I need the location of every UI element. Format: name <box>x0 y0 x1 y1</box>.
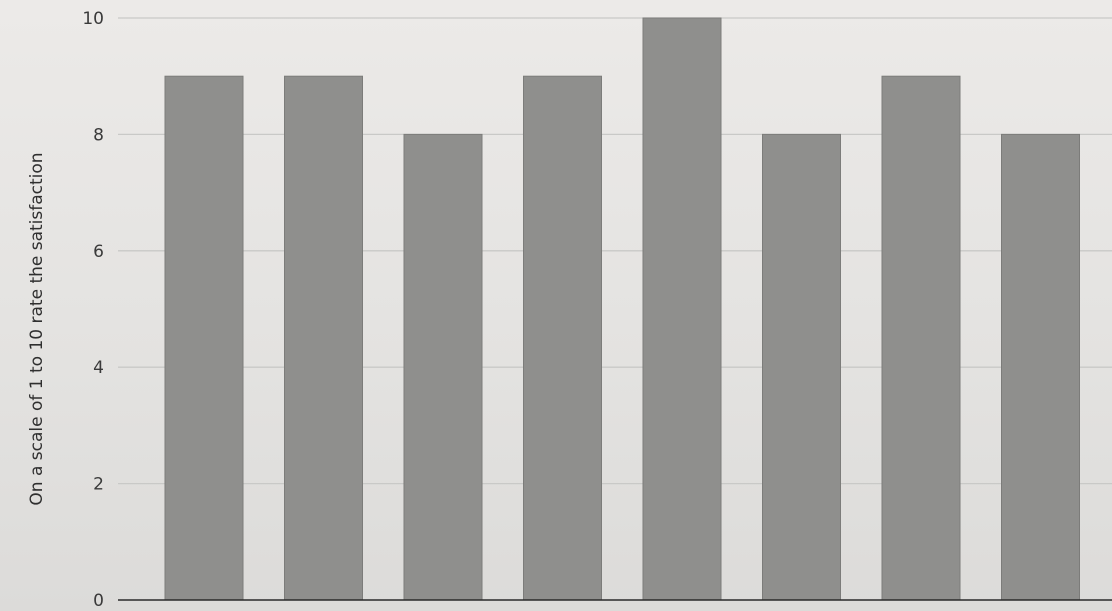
y-tick-label: 8 <box>93 125 104 145</box>
bar <box>762 133 841 601</box>
bar <box>403 133 483 601</box>
bar <box>523 75 602 601</box>
y-axis-title: On a scale of 1 to 10 rate the satisfact… <box>27 152 47 505</box>
y-axis-ticks: 0 2 4 6 8 10 <box>82 9 104 611</box>
bar <box>881 75 961 601</box>
bar <box>284 75 363 601</box>
bar <box>642 17 722 601</box>
bars <box>164 17 1080 601</box>
y-tick-label: 6 <box>93 242 104 262</box>
y-tick-label: 4 <box>93 358 104 378</box>
bar <box>1001 133 1080 601</box>
y-tick-label: 10 <box>82 9 104 29</box>
y-tick-label: 2 <box>93 475 104 495</box>
gridlines <box>118 17 1112 485</box>
y-tick-label: 0 <box>93 591 104 611</box>
bar <box>164 75 244 601</box>
